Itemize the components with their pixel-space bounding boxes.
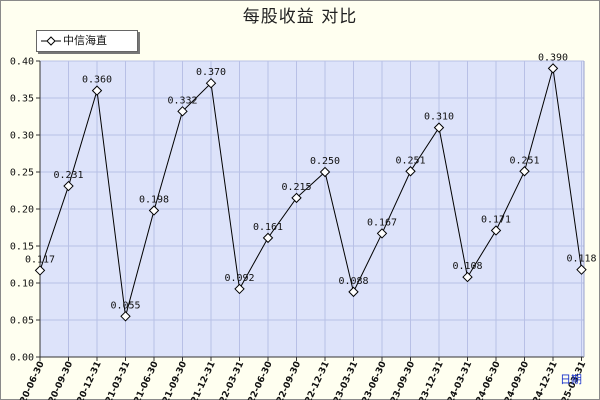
x-tick-label: 2021-09-30 bbox=[156, 360, 189, 400]
x-tick-label: 2022-09-30 bbox=[270, 360, 303, 400]
x-tick-label: 2020-06-30 bbox=[13, 360, 46, 400]
data-label: 0.360 bbox=[82, 75, 112, 86]
data-point bbox=[177, 106, 188, 117]
y-tick-label: 0.05 bbox=[10, 316, 34, 327]
y-tick-label: 0.30 bbox=[10, 131, 34, 142]
x-axis-label: 日期 bbox=[560, 373, 582, 386]
data-label: 0.167 bbox=[367, 217, 397, 228]
x-tick-label: 2024-06-30 bbox=[469, 360, 502, 400]
data-point bbox=[120, 311, 131, 322]
x-tick-label: 2022-06-30 bbox=[241, 360, 274, 400]
x-tick-label: 2024-12-31 bbox=[526, 360, 559, 400]
data-point bbox=[319, 166, 331, 178]
x-tick-label: 2020-12-31 bbox=[70, 360, 103, 400]
x-tick-label: 2023-06-30 bbox=[355, 360, 388, 400]
chart-title: 每股收益 对比 bbox=[242, 7, 358, 27]
data-label: 0.332 bbox=[167, 95, 197, 106]
data-point bbox=[34, 265, 46, 276]
data-point bbox=[376, 228, 388, 239]
data-label: 0.055 bbox=[110, 300, 140, 311]
y-tick-label: 0.40 bbox=[10, 57, 34, 68]
x-tick-label: 2020-09-30 bbox=[42, 360, 75, 400]
data-point bbox=[462, 271, 473, 283]
data-point bbox=[519, 166, 530, 177]
x-tick-label: 2024-03-31 bbox=[441, 360, 474, 400]
data-point bbox=[576, 264, 587, 275]
y-tick-label: 0.10 bbox=[10, 279, 34, 290]
x-tick-label: 2024-09-30 bbox=[498, 360, 531, 400]
data-label: 0.250 bbox=[310, 156, 340, 167]
x-tick-label: 2023-03-31 bbox=[327, 360, 360, 400]
data-point bbox=[234, 283, 245, 295]
series-line bbox=[39, 68, 582, 317]
data-label: 0.118 bbox=[566, 254, 596, 265]
data-point bbox=[262, 232, 274, 244]
data-point bbox=[348, 286, 359, 298]
data-label: 0.251 bbox=[395, 155, 425, 166]
data-point bbox=[490, 225, 502, 236]
data-point bbox=[63, 180, 74, 192]
legend-marker-icon bbox=[41, 36, 61, 46]
data-label: 0.171 bbox=[481, 214, 511, 225]
data-label: 0.088 bbox=[338, 276, 368, 287]
data-point bbox=[547, 63, 559, 74]
data-label: 0.310 bbox=[424, 112, 454, 123]
data-point bbox=[405, 166, 416, 177]
data-point bbox=[91, 85, 103, 96]
x-tick-label: 2021-06-30 bbox=[127, 360, 160, 400]
y-tick-label: 0.15 bbox=[10, 242, 34, 253]
x-tick-label: 2022-12-31 bbox=[298, 360, 331, 400]
y-tick-label: 0.20 bbox=[10, 205, 34, 216]
data-label: 0.390 bbox=[538, 52, 568, 63]
data-label: 0.231 bbox=[53, 170, 83, 181]
x-tick-label: 2021-03-31 bbox=[99, 360, 132, 400]
data-point bbox=[291, 192, 302, 204]
legend: 中信海直 bbox=[36, 30, 138, 52]
y-tick-label: 0.35 bbox=[10, 94, 34, 105]
data-label: 0.117 bbox=[25, 254, 55, 265]
data-label: 0.198 bbox=[139, 194, 169, 205]
data-label: 0.108 bbox=[452, 261, 482, 272]
data-label: 0.161 bbox=[253, 222, 283, 233]
x-tick-label: 2022-03-31 bbox=[213, 360, 246, 400]
data-point bbox=[205, 77, 217, 89]
x-tick-label: 2023-12-31 bbox=[412, 360, 445, 400]
data-point bbox=[148, 205, 160, 216]
data-label: 0.092 bbox=[224, 273, 254, 284]
data-label: 0.251 bbox=[509, 155, 539, 166]
data-point bbox=[433, 122, 445, 133]
data-label: 0.215 bbox=[281, 182, 311, 193]
x-tick-label: 2023-09-30 bbox=[384, 360, 417, 400]
y-tick-label: 0.00 bbox=[10, 353, 34, 364]
data-label: 0.370 bbox=[196, 67, 226, 78]
y-tick-label: 0.25 bbox=[10, 168, 34, 179]
legend-label: 中信海直 bbox=[63, 34, 107, 47]
x-tick-label: 2021-12-31 bbox=[184, 360, 217, 400]
